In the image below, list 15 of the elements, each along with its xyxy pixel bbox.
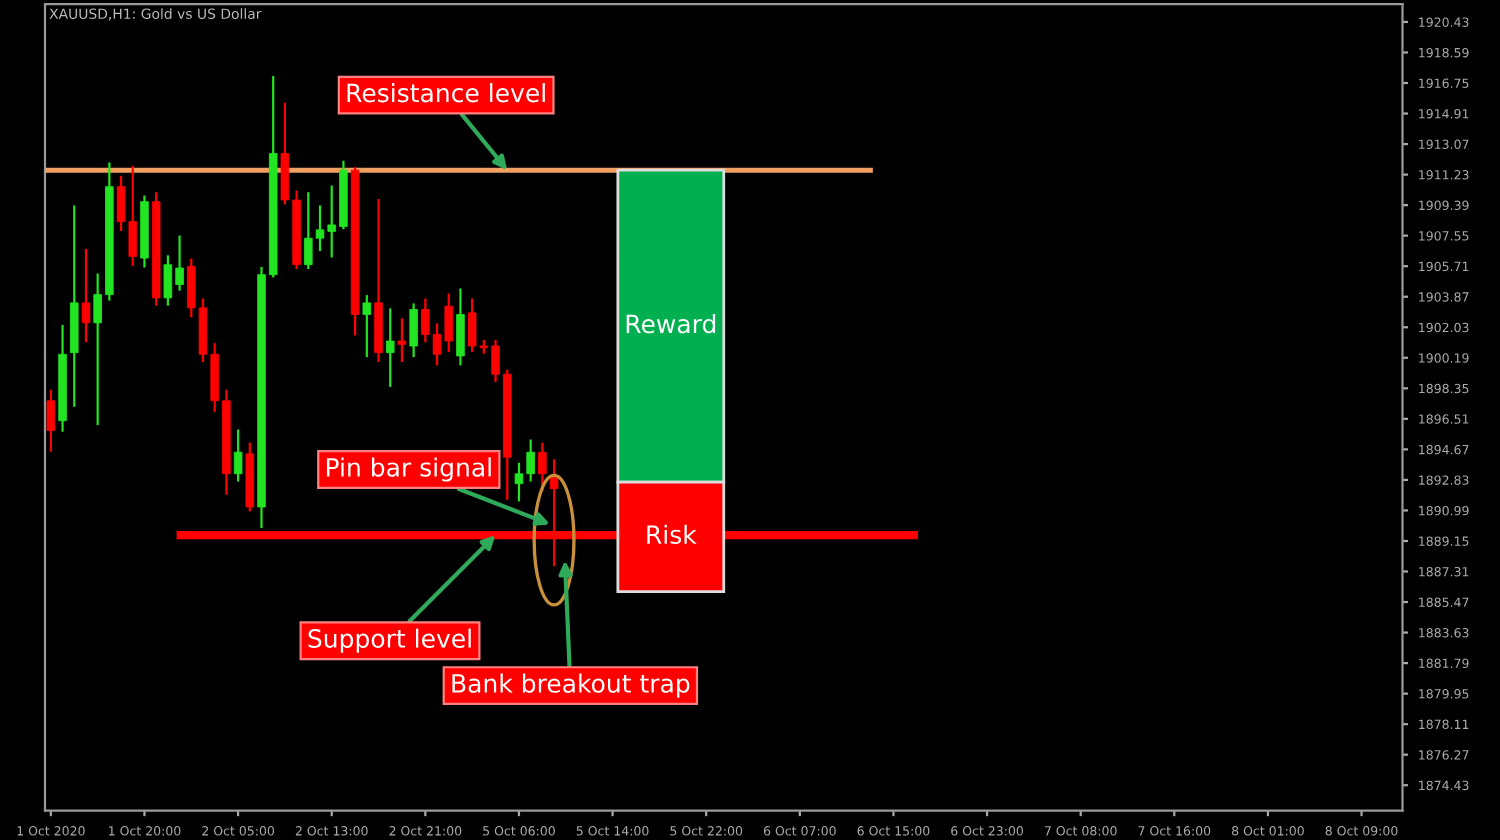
candlestick	[362, 295, 372, 358]
annotation: Bank breakout trap	[452, 673, 690, 698]
candlestick	[409, 303, 418, 358]
candlestick	[538, 442, 547, 492]
band-label: Risk	[647, 524, 697, 545]
band-label: Reward	[626, 314, 716, 334]
candlestick	[397, 318, 407, 363]
ref-line-label: Resistance level	[347, 83, 545, 103]
ref-line-label: Support level	[308, 628, 471, 653]
candlestick	[456, 288, 465, 366]
candlestick	[46, 389, 56, 452]
candlestick	[233, 429, 243, 482]
annotation: Pin bar signal	[326, 457, 491, 482]
candlestick	[81, 248, 91, 343]
candlestick	[385, 308, 395, 387]
